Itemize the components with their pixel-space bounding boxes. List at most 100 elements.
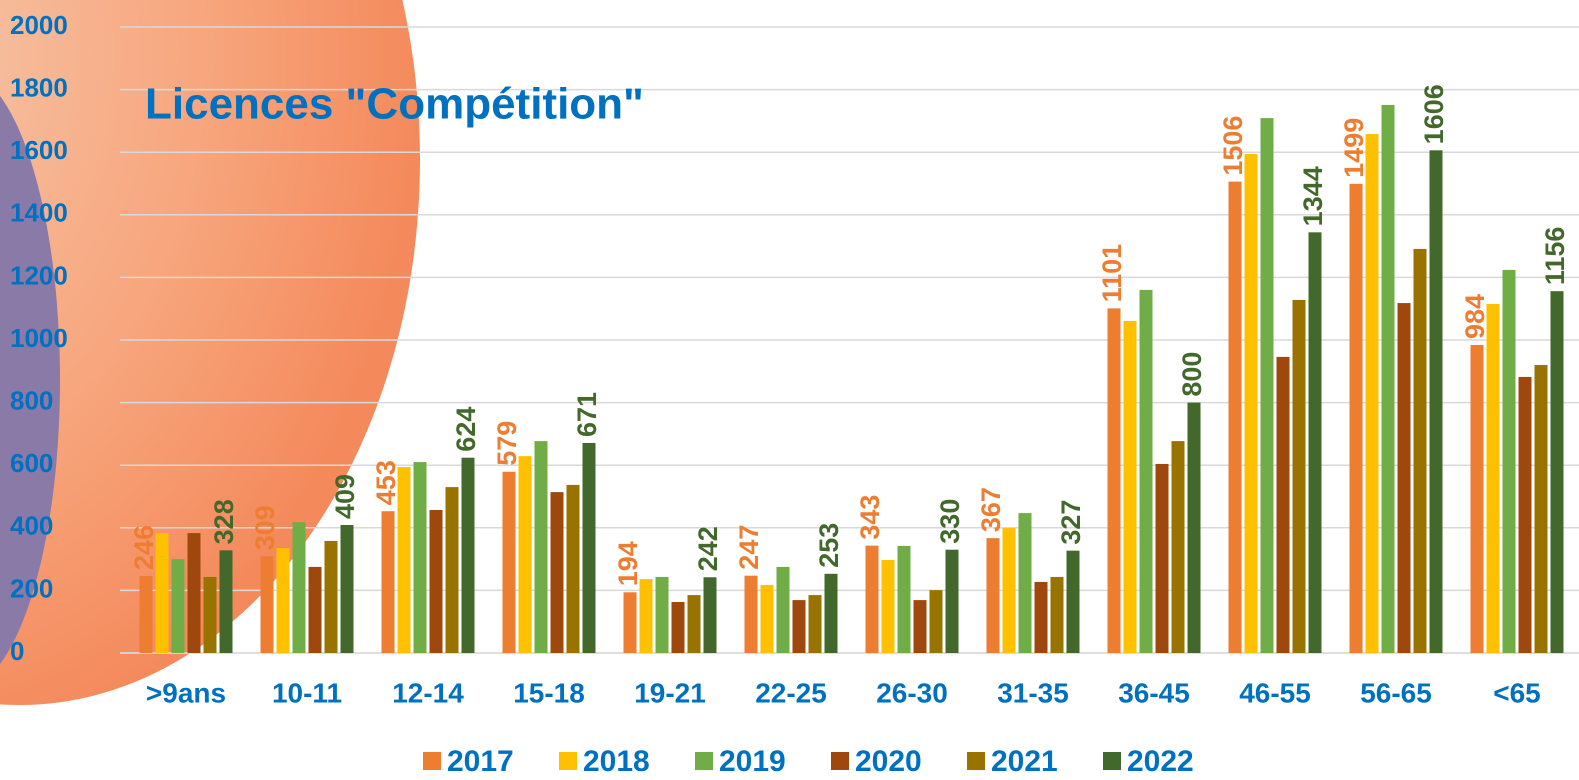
bar: [1244, 154, 1258, 653]
bar: [1470, 345, 1484, 653]
bar: [1365, 134, 1379, 653]
background-shape: [0, 95, 60, 665]
bar: [397, 467, 411, 653]
data-label: 1156: [1540, 227, 1570, 286]
y-tick-label: 200: [10, 573, 53, 603]
bar: [1276, 356, 1290, 653]
bar: [187, 533, 201, 653]
bar: [276, 548, 290, 653]
bar: [550, 492, 564, 653]
data-label: 194: [613, 541, 643, 586]
bar: [1050, 576, 1064, 653]
bar: [1066, 550, 1080, 653]
data-label: 247: [734, 525, 764, 570]
bar: [1155, 463, 1169, 653]
x-tick-label: 36-45: [1118, 677, 1190, 708]
bar: [340, 524, 354, 653]
bar: [655, 576, 669, 653]
data-label: 1506: [1218, 116, 1248, 176]
x-tick-label: 19-21: [634, 677, 706, 708]
bar: [1260, 118, 1274, 653]
data-label: 327: [1056, 500, 1086, 545]
legend-swatch: [831, 752, 849, 770]
x-tick-label: <65: [1493, 677, 1541, 708]
bar: [445, 487, 459, 653]
bar: [1486, 304, 1500, 653]
legend-label: 2017: [447, 745, 514, 778]
bar: [1187, 402, 1201, 653]
data-label: 253: [814, 523, 844, 568]
bar: [986, 538, 1000, 653]
data-label: 409: [330, 474, 360, 519]
bar: [413, 462, 427, 653]
legend-swatch: [695, 752, 713, 770]
bar: [1139, 289, 1153, 653]
y-tick-label: 1800: [10, 72, 68, 102]
bar: [155, 533, 169, 653]
bar: [518, 456, 532, 653]
bar: [502, 471, 516, 653]
x-tick-label: 12-14: [392, 677, 464, 708]
data-label: 453: [371, 460, 401, 505]
bar: [566, 484, 580, 653]
bar: [171, 559, 185, 653]
x-tick-label: 15-18: [513, 677, 585, 708]
bar: [582, 442, 596, 653]
x-tick-label: 10-11: [272, 677, 342, 708]
bar: [1429, 150, 1443, 653]
bar: [824, 573, 838, 653]
bar: [671, 601, 685, 653]
data-label: 242: [693, 526, 723, 571]
legend-swatch: [423, 752, 441, 770]
bar: [1518, 376, 1532, 653]
bar: [913, 600, 927, 653]
data-label: 246: [129, 525, 159, 570]
data-label: 1499: [1339, 118, 1369, 178]
bar: [945, 549, 959, 653]
bar: [534, 441, 548, 653]
bar: [897, 545, 911, 653]
bar: [260, 556, 274, 653]
legend-label: 2020: [855, 745, 922, 778]
bar: [139, 576, 153, 653]
bar: [1107, 308, 1121, 653]
legend-label: 2021: [991, 745, 1058, 778]
bar: [744, 575, 758, 653]
legend-label: 2018: [583, 745, 650, 778]
y-tick-label: 1400: [10, 198, 68, 228]
bar: [1228, 181, 1242, 653]
data-label: 800: [1177, 352, 1207, 397]
bar: [639, 579, 653, 653]
bar: [1034, 581, 1048, 653]
legend-swatch: [967, 752, 985, 770]
bar: [1349, 183, 1363, 654]
bar: [461, 457, 475, 653]
bar: [1534, 365, 1548, 653]
bar: [1413, 248, 1427, 654]
bar: [1018, 513, 1032, 653]
data-label: 328: [209, 499, 239, 544]
y-tick-label: 600: [10, 448, 53, 478]
y-tick-label: 1600: [10, 135, 68, 165]
bar: [865, 545, 879, 653]
bar: [1397, 303, 1411, 653]
bar: [881, 560, 895, 653]
legend-swatch: [1103, 752, 1121, 770]
data-label: 330: [935, 499, 965, 544]
bar: [776, 566, 790, 653]
bar: [308, 566, 322, 653]
bar: [381, 511, 395, 653]
y-tick-label: 1000: [10, 323, 68, 353]
bar: [219, 550, 233, 653]
x-tick-label: 46-55: [1239, 677, 1311, 708]
bar: [1381, 104, 1395, 653]
y-tick-label: 1200: [10, 260, 68, 290]
bar: [1171, 441, 1185, 653]
x-tick-label: 56-65: [1360, 677, 1432, 708]
bar: [1550, 291, 1564, 653]
y-tick-label: 400: [10, 511, 53, 541]
y-tick-label: 800: [10, 385, 53, 415]
data-label: 367: [976, 487, 1006, 532]
